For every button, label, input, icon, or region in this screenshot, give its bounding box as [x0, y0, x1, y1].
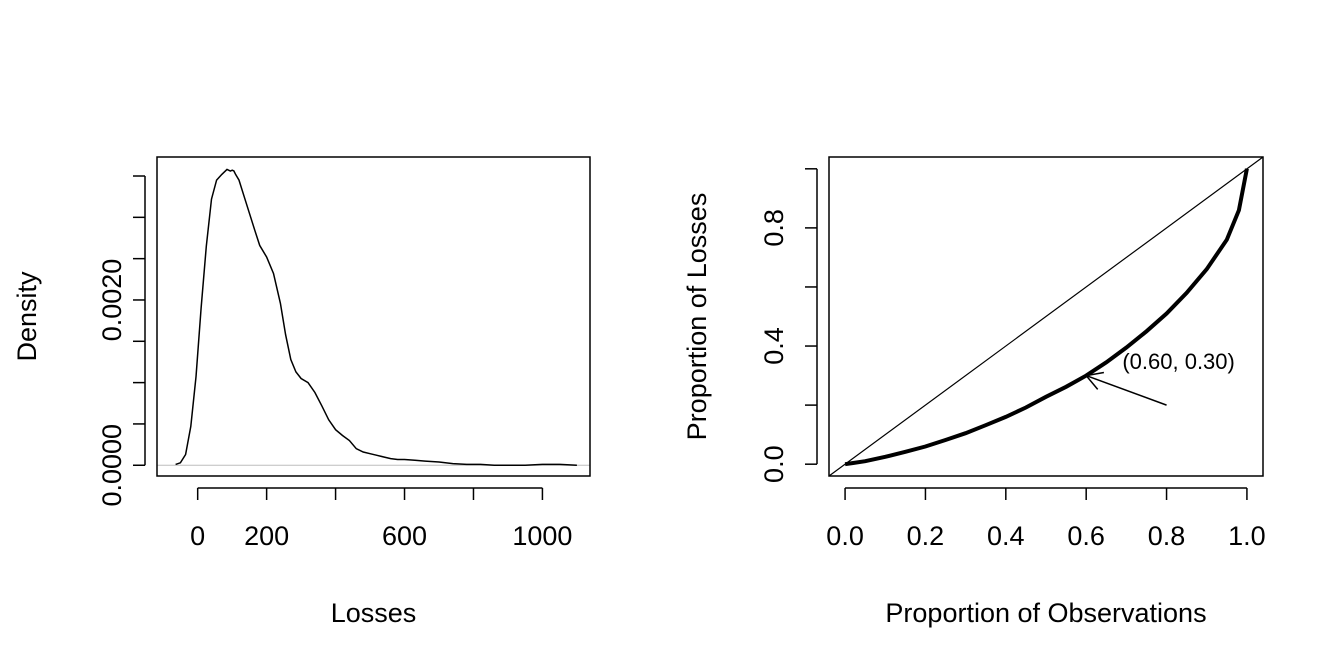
density-x-axis-title: Losses [331, 598, 417, 628]
lorenz-y-axis: 0.0 0.4 0.8 [759, 168, 818, 483]
lorenz-x-axis: 0.0 0.2 0.4 0.6 0.8 1.0 [826, 487, 1266, 551]
equality-line [828, 156, 1264, 477]
density-curve [175, 168, 577, 467]
density-x-tick-label: 0 [190, 521, 205, 551]
lorenz-plot-frame [828, 156, 1264, 477]
density-y-tick-label: 0.0020 [97, 259, 127, 342]
density-y-axis-title: Density [12, 271, 42, 362]
density-x-tick-label: 200 [244, 521, 289, 551]
density-y-tick-label: 0.0000 [97, 424, 127, 507]
lorenz-x-tick-label: 0.8 [1148, 521, 1186, 551]
lorenz-curve [844, 168, 1249, 467]
lorenz-y-tick-label: 0.4 [759, 327, 789, 365]
lorenz-x-axis-title: Proportion of Observations [885, 598, 1206, 628]
lorenz-plot: 0.0 0.2 0.4 0.6 0.8 1.0 0.0 0.4 0.8 (0.60, 0.30… [682, 156, 1266, 628]
density-plot: 0 200 600 1000 0.0000 0.0020 Losses Density [12, 156, 591, 628]
lorenz-x-tick-label: 0.6 [1067, 521, 1105, 551]
annotation-label: (0.60, 0.30) [1122, 349, 1235, 374]
lorenz-x-tick-label: 0.0 [826, 521, 864, 551]
lorenz-y-tick-label: 0.0 [759, 445, 789, 483]
density-x-tick-label: 600 [382, 521, 427, 551]
lorenz-y-tick-label: 0.8 [759, 209, 789, 247]
density-x-axis: 0 200 600 1000 [190, 487, 572, 551]
lorenz-annotation: (0.60, 0.30) [1084, 349, 1235, 406]
lorenz-x-tick-label: 0.2 [907, 521, 945, 551]
annotation-arrow-shaft [1085, 374, 1167, 406]
lorenz-x-tick-label: 1.0 [1228, 521, 1266, 551]
annotation-arrow-head [1084, 371, 1105, 390]
density-y-axis: 0.0000 0.0020 [97, 175, 146, 507]
density-plot-frame [156, 156, 591, 477]
density-x-tick-label: 1000 [512, 521, 572, 551]
lorenz-y-axis-title: Proportion of Losses [682, 193, 712, 441]
lorenz-x-tick-label: 0.4 [987, 521, 1025, 551]
